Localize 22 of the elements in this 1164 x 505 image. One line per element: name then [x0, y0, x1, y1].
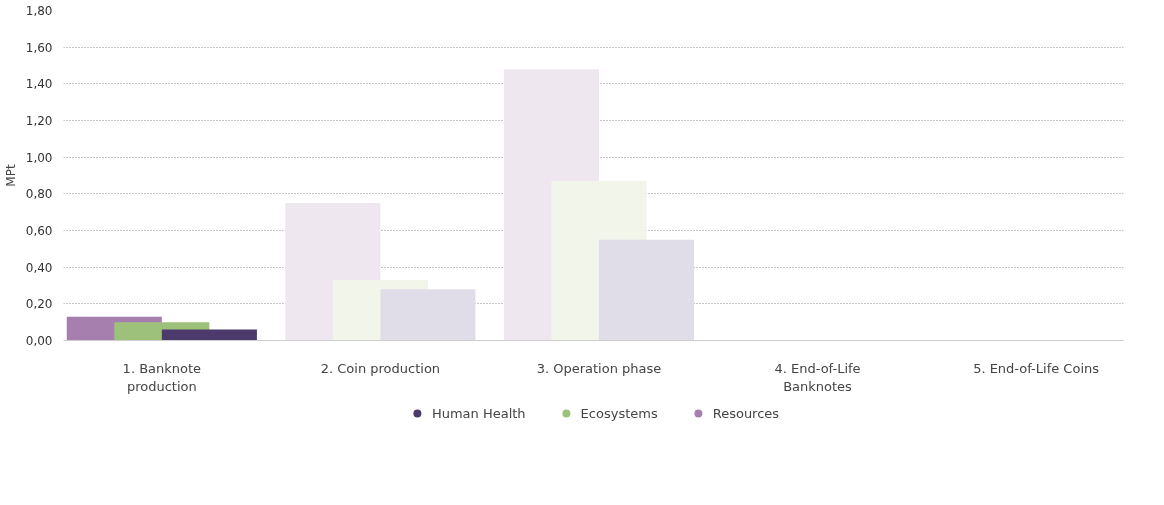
x-tick-label: 3. Operation phase	[536, 360, 662, 376]
y-tick-label: 0,40	[25, 260, 53, 275]
legend-label: Ecosystems	[580, 405, 658, 421]
y-axis-title: MPt	[3, 164, 18, 187]
y-tick-label: 0,20	[25, 297, 53, 312]
y-tick-label: 1,00	[25, 150, 53, 165]
x-tick-label: 1. Banknote production	[122, 360, 202, 394]
x-tick-label: 5. End-of-Life Coins	[973, 360, 1100, 376]
legend-label: Resources	[712, 405, 780, 421]
y-tick-label: 0,00	[25, 334, 53, 348]
y-tick-label: 0,60	[25, 224, 53, 238]
y-tick-label: 1,80	[25, 4, 53, 18]
legend-label: Human Health	[431, 405, 526, 421]
y-tick-label: 0,80	[25, 187, 53, 202]
y-tick-label: 1,60	[25, 40, 53, 55]
x-tick-label: 4. End-of-Life Banknotes	[774, 360, 861, 394]
bar	[598, 239, 695, 341]
y-tick-label: 1,20	[25, 114, 53, 128]
x-tick-label: 2. Coin production	[320, 360, 441, 376]
y-tick-label: 1,40	[25, 77, 53, 92]
bar	[161, 329, 257, 341]
bar	[380, 289, 476, 341]
